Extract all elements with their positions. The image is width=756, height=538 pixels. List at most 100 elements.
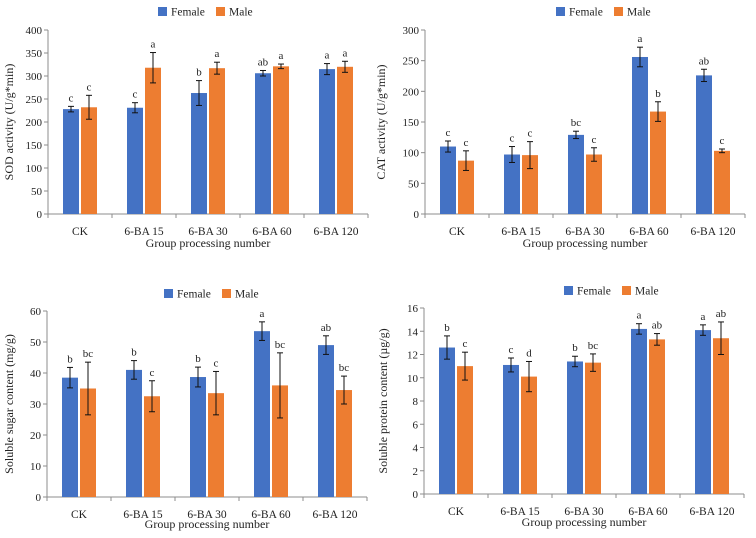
significance-label: a	[638, 33, 643, 45]
significance-label: c	[510, 133, 515, 145]
bar-female	[63, 109, 79, 214]
significance-label: a	[279, 50, 284, 62]
significance-label: b	[195, 353, 201, 365]
y-tick-label: 150	[403, 117, 420, 129]
bar-female	[504, 154, 520, 214]
x-axis-title: Group processing number	[522, 515, 647, 529]
bar-male	[649, 339, 665, 494]
legend-swatch-male	[622, 286, 631, 295]
y-tick-label: 100	[26, 163, 43, 175]
significance-label: a	[151, 39, 156, 51]
chart-panel-4: Female Male 0 2 4 6 8 10 12 14 16 CK 6-BA 15 6-BA 30 6…	[376, 286, 745, 529]
significance-label: ab	[699, 55, 710, 67]
significance-label: bc	[275, 339, 286, 351]
x-tick-label: 6-BA 30	[187, 509, 227, 521]
legend-swatch-female	[158, 7, 167, 16]
bar-male	[273, 66, 289, 214]
y-tick-label: 200	[403, 86, 420, 98]
bar-female	[568, 134, 584, 214]
y-tick-label: 50	[31, 186, 43, 198]
significance-label: ab	[321, 322, 332, 334]
significance-label: c	[528, 128, 533, 140]
x-tick-label: 6-BA 15	[124, 226, 164, 238]
chart-panel-3: Female Male 0 10 20 30 40 50 60 CK 6-BA 15 6-BA 30 6…	[2, 289, 368, 531]
significance-label: bc	[571, 117, 582, 129]
y-tick-label: 50	[408, 178, 420, 190]
y-tick-label: 2	[413, 466, 419, 478]
bar-female	[696, 75, 712, 215]
significance-label: c	[592, 134, 597, 146]
y-tick-label: 0	[36, 492, 42, 504]
y-tick-label: 350	[26, 48, 43, 60]
y-tick-label: 10	[407, 373, 419, 385]
bar-male	[650, 111, 666, 214]
significance-label: b	[655, 88, 661, 100]
legend-swatch-female	[564, 286, 573, 295]
legend-label-male: Male	[235, 289, 259, 301]
significance-label: c	[150, 367, 155, 379]
x-tick-label: CK	[449, 226, 466, 238]
bar-female	[191, 93, 207, 214]
bar-female	[254, 331, 270, 497]
bar-male	[713, 338, 729, 494]
bar-female	[319, 69, 335, 214]
x-tick-label: 6-BA 60	[629, 226, 669, 238]
legend-label-female: Female	[577, 286, 611, 298]
y-tick-label: 300	[26, 71, 43, 83]
bar-female	[318, 345, 334, 497]
bar-female	[255, 73, 271, 215]
significance-label: c	[446, 127, 451, 139]
chart-panel-2: Female Male 0 50 100 150 200 250 300 CK 6-BA 15 6-B…	[374, 7, 746, 250]
significance-label: a	[701, 311, 706, 323]
x-tick-label: 6-BA 30	[564, 506, 604, 518]
y-tick-label: 4	[413, 443, 419, 455]
x-tick-label: 6-BA 60	[251, 509, 291, 521]
x-tick-label: 6-BA 120	[312, 509, 357, 521]
x-tick-label: 6-BA 120	[689, 506, 734, 518]
x-tick-label: 6-BA 120	[313, 226, 358, 238]
legend-label-female: Female	[177, 289, 211, 301]
legend: Female Male	[556, 7, 651, 19]
y-tick-label: 100	[403, 148, 420, 160]
y-axis-title: Soluble protein content (µg/g)	[376, 328, 390, 473]
bar-male	[714, 150, 730, 214]
legend-label-male: Male	[627, 7, 651, 19]
y-axis-title: Soluble sugar content (mg/g)	[2, 334, 16, 474]
bar-female	[190, 377, 206, 497]
x-tick-label: 6-BA 30	[565, 226, 605, 238]
bar-male	[144, 396, 160, 497]
bar-male	[522, 155, 538, 214]
bar-male	[337, 66, 353, 214]
significance-label: c	[133, 89, 138, 101]
bar-male	[585, 362, 601, 494]
y-tick-label: 0	[414, 209, 420, 221]
bar-female	[62, 377, 78, 497]
legend-swatch-male	[216, 7, 225, 16]
x-tick-label: CK	[71, 509, 88, 521]
significance-label: a	[343, 47, 348, 59]
legend-label-female: Female	[569, 7, 603, 19]
y-tick-label: 250	[403, 56, 420, 68]
y-tick-label: 0	[413, 489, 419, 501]
y-tick-label: 250	[26, 94, 43, 106]
bar-female	[567, 361, 583, 494]
significance-label: c	[509, 344, 514, 356]
legend: Female Male	[564, 286, 659, 298]
x-tick-label: 6-BA 15	[501, 226, 541, 238]
y-axis-title: CAT activity (U/g*min)	[374, 64, 388, 179]
x-tick-label: 6-BA 60	[252, 226, 292, 238]
bar-female	[126, 369, 142, 497]
legend-label-male: Male	[635, 286, 659, 298]
x-axis-title: Group processing number	[145, 517, 270, 531]
bar-male	[458, 160, 474, 214]
significance-label: c	[69, 92, 74, 104]
significance-label: b	[131, 347, 137, 359]
y-tick-label: 400	[26, 25, 43, 37]
significance-label: a	[215, 48, 220, 60]
significance-label: a	[637, 310, 642, 322]
y-tick-label: 50	[30, 337, 42, 349]
bar-female	[440, 146, 456, 214]
bar-male	[208, 393, 224, 497]
significance-label: c	[464, 137, 469, 149]
